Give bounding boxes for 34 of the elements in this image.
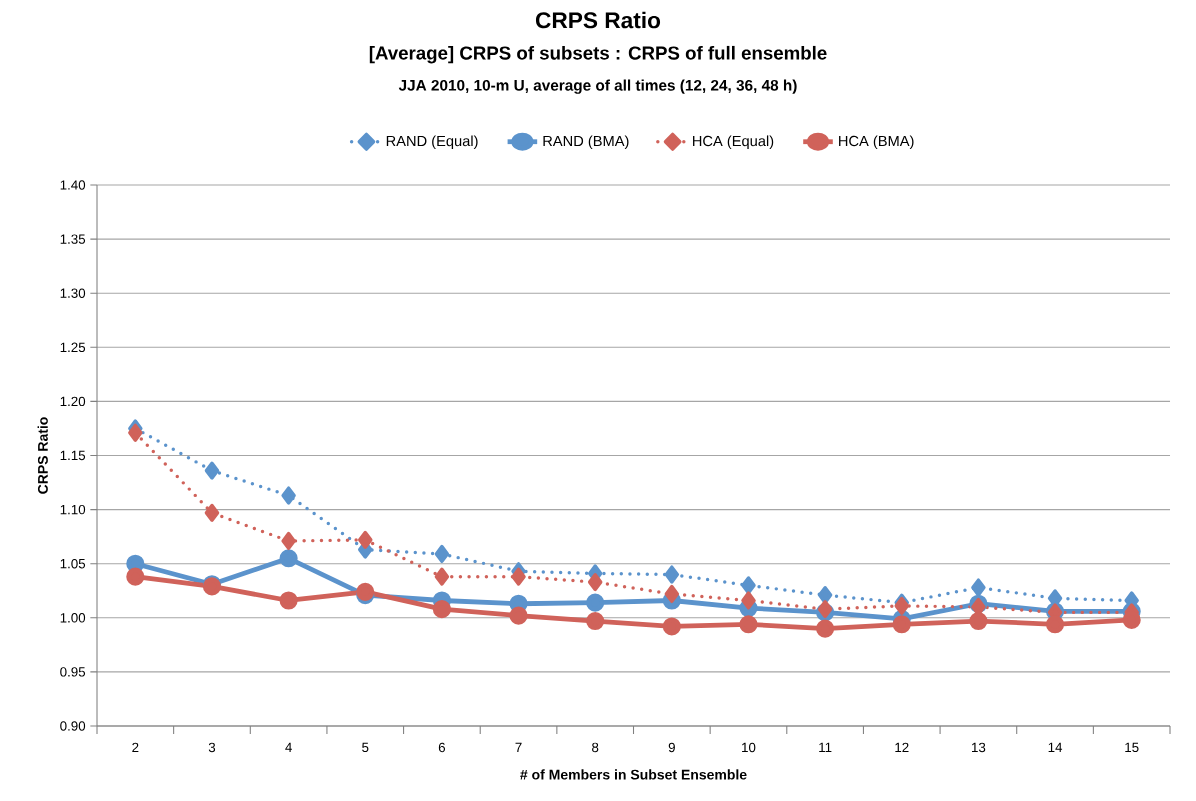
chart-subtitle: [Average] CRPS of subsets : CRPS of full ensemble: [369, 45, 827, 64]
x-tick-label: 3: [208, 742, 216, 753]
x-tick-label: 13: [972, 742, 986, 753]
x-tick-label: 4: [285, 742, 292, 752]
x-tick-label: 14: [1048, 742, 1063, 752]
x-tick-label: 10: [742, 742, 756, 753]
y-tick-label: 1.40: [60, 180, 86, 190]
x-tick-label: 9: [668, 742, 675, 753]
y-tick-label: 1.00: [60, 613, 86, 623]
y-tick-label: 1.10: [60, 504, 86, 515]
legend-label: RAND (Equal): [386, 135, 478, 150]
legend-label: HCA (BMA): [839, 135, 914, 150]
x-tick-label: 12: [895, 742, 909, 753]
legend-label: HCA (Equal): [693, 135, 774, 150]
text: JJA 2010, 10-m U, average of all times (12, 24, 36, 48 h): [398, 79, 797, 94]
chart-title: CRPS Ratio: [535, 11, 661, 29]
y-tick-label: 1.25: [60, 342, 86, 353]
x-tick-label: 7: [515, 742, 522, 752]
y-tick-label: 0.95: [60, 667, 86, 677]
x-axis-title: # of Members in Subset Ensemble: [520, 769, 747, 780]
legend-label: RAND (BMA): [543, 135, 629, 150]
y-axis-title: CRPS Ratio: [37, 417, 48, 494]
x-tick-label: 5: [362, 742, 369, 753]
y-tick-label: 1.05: [60, 558, 86, 569]
y-tick-label: 1.35: [60, 234, 86, 244]
y-tick-label: 0.90: [60, 721, 86, 731]
y-tick-label: 1.30: [60, 288, 86, 298]
x-tick-label: 6: [438, 742, 446, 753]
x-tick-label: 2: [132, 742, 139, 753]
x-tick-label: 8: [592, 742, 599, 753]
x-tick-label: 11: [819, 742, 832, 752]
y-tick-label: 1.20: [60, 396, 86, 407]
x-tick-label: 15: [1125, 742, 1139, 753]
y-tick-label: 1.15: [60, 450, 86, 461]
